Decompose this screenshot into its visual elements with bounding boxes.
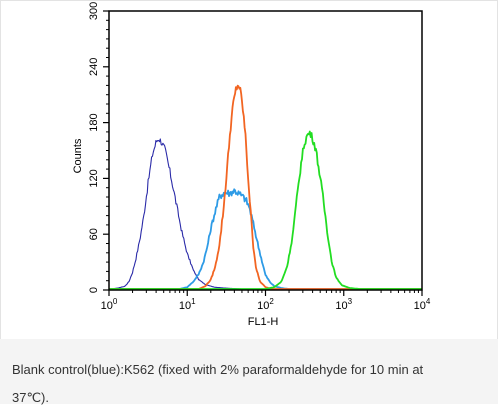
x-tick-exponent: 0 xyxy=(113,297,118,306)
x-tick-base: 10 xyxy=(101,300,113,312)
histogram-series-4 xyxy=(109,130,422,290)
caption-band xyxy=(0,339,498,404)
x-tick-label: 102 xyxy=(257,297,274,312)
y-tick-label: 180 xyxy=(88,113,100,131)
plot-frame xyxy=(108,10,423,291)
x-tick-label: 100 xyxy=(101,297,118,312)
figure-panel: 100 101 102 103 104 0 60 120 180 240 300 FL1-H Cou… xyxy=(0,0,498,340)
x-tick-exponent: 3 xyxy=(348,297,353,306)
x-tick-base: 10 xyxy=(179,300,191,312)
x-tick-label: 103 xyxy=(335,297,352,312)
y-axis-label: Counts xyxy=(72,138,84,173)
x-tick-exponent: 2 xyxy=(269,297,274,306)
x-tick-base: 10 xyxy=(335,300,347,312)
histogram-series-3 xyxy=(109,84,422,290)
y-tick-label: 60 xyxy=(88,228,100,240)
x-tick-label: 101 xyxy=(179,297,196,312)
x-axis-label: FL1-H xyxy=(248,316,279,328)
figure-caption: Blank control(blue):K562 (fixed with 2% … xyxy=(12,356,482,412)
y-tick-label: 120 xyxy=(88,169,100,187)
x-tick-base: 10 xyxy=(414,300,426,312)
x-tick-exponent: 1 xyxy=(191,297,196,306)
series-layer xyxy=(108,84,422,290)
caption-line-2: 37℃). xyxy=(12,390,50,405)
x-tick-base: 10 xyxy=(257,300,269,312)
y-tick-label: 0 xyxy=(88,287,100,293)
x-tick-label: 104 xyxy=(414,297,431,312)
histogram-series-2 xyxy=(109,188,422,290)
histogram-series-1 xyxy=(108,138,422,290)
caption-line-1: Blank control(blue):K562 (fixed with 2% … xyxy=(12,362,424,377)
x-tick-exponent: 4 xyxy=(426,297,431,306)
y-tick-label: 240 xyxy=(88,58,100,76)
y-tick-label: 300 xyxy=(88,2,100,20)
